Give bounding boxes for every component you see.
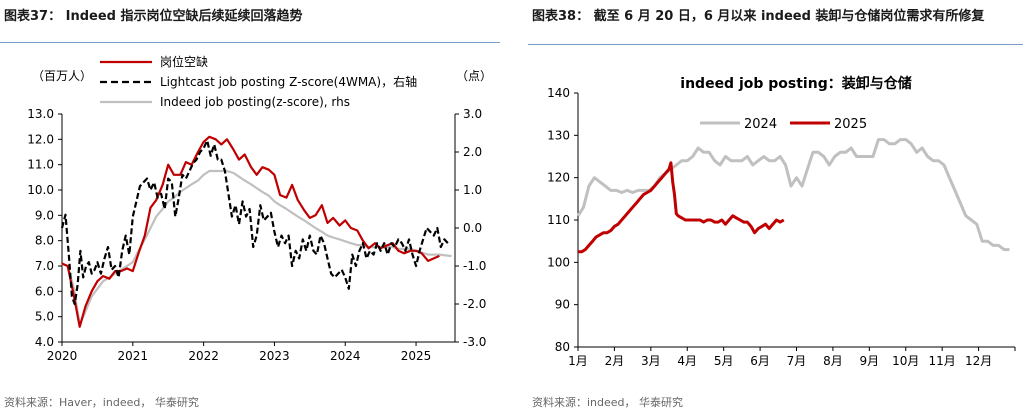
x-tick-label: 9月 — [860, 354, 880, 368]
x-tick-label: 2022 — [188, 349, 219, 363]
axes: 80 90 100 110 120 130 140 1月 2月 3月 4月 5月 6月 7月 8月 9月 10月… — [547, 86, 1016, 368]
figure-37-source: 资料来源：Haver，indeed， 华泰研究 — [4, 396, 199, 409]
x-tick-label: 5月 — [714, 354, 734, 368]
left-tick-label: 9.0 — [35, 208, 54, 222]
x-tick-label: 7月 — [787, 354, 807, 368]
y-tick-label: 110 — [547, 213, 570, 227]
y-tick-label: 100 — [547, 255, 570, 269]
left-tick-label: 8.0 — [35, 234, 54, 248]
x-tick-label: 8月 — [823, 354, 843, 368]
figure-37-title: 图表37： Indeed 指示岗位空缺后续延续回落趋势 — [4, 9, 303, 24]
y-tick-label: 120 — [547, 171, 570, 185]
left-tick-label: 11.0 — [27, 158, 54, 172]
x-tick-label: 2023 — [259, 349, 290, 363]
right-tick-label: 1.0 — [463, 183, 482, 197]
x-tick-label: 11月 — [929, 354, 956, 368]
chart-37: 岗位空缺 Lightcast job posting Z-score(4WMA)… — [27, 54, 492, 363]
legend-label-2024: 2024 — [744, 117, 777, 132]
figure-38-source: 资料来源：indeed， 华泰研究 — [532, 396, 684, 409]
left-axis-unit: （百万人） — [32, 69, 92, 83]
x-tick-label: 1月 — [568, 354, 588, 368]
left-tick-label: 13.0 — [27, 107, 54, 121]
series-group — [60, 135, 452, 328]
y-tick-label: 140 — [547, 86, 570, 100]
legend-label-indeed: Indeed job posting(z-score), rhs — [160, 95, 350, 109]
x-tick-label: 2021 — [118, 349, 149, 363]
x-tick-label: 2月 — [605, 354, 625, 368]
chart-38: indeed job posting：装卸与仓储 2024 2025 80 90 1… — [547, 75, 1016, 368]
left-tick-label: 12.0 — [27, 132, 54, 146]
left-tick-label: 10.0 — [27, 183, 54, 197]
x-tick-label: 3月 — [641, 354, 661, 368]
legend-label-job-openings: 岗位空缺 — [160, 54, 208, 69]
series-line-0 — [61, 135, 440, 328]
series-line-1 — [60, 139, 449, 306]
x-tick-label: 2020 — [47, 349, 78, 363]
title-rule — [0, 42, 500, 43]
y-tick-label: 90 — [555, 298, 570, 312]
chart-title: indeed job posting：装卸与仓储 — [680, 75, 911, 92]
right-tick-label: 3.0 — [463, 107, 482, 121]
right-tick-label: -3.0 — [463, 335, 486, 349]
x-tick-label: 10月 — [892, 354, 919, 368]
left-tick-label: 5.0 — [35, 310, 54, 324]
right-axis-unit: （点） — [456, 69, 492, 83]
x-tick-label: 2024 — [330, 349, 361, 363]
right-tick-label: 2.0 — [463, 145, 482, 159]
title-rule — [528, 44, 1023, 45]
legend: 2024 2025 — [700, 117, 867, 132]
y-tick-label: 80 — [555, 340, 570, 354]
x-tick-label: 12月 — [965, 354, 992, 368]
figure-38-title: 图表38： 截至 6 月 20 日，6 月以来 indeed 装卸与仓储岗位需求… — [532, 9, 985, 24]
legend-label-2025: 2025 — [834, 117, 867, 132]
legend: 岗位空缺 Lightcast job posting Z-score(4WMA)… — [100, 54, 417, 109]
axes: 4.0 5.0 6.0 7.0 8.0 9.0 10.0 11.0 12.0 13.0 -3.0 -2… — [27, 107, 486, 363]
right-tick-label: 0.0 — [463, 221, 482, 235]
series-group — [576, 138, 1010, 254]
x-tick-label: 6月 — [750, 354, 770, 368]
left-tick-label: 7.0 — [35, 259, 54, 273]
legend-label-lightcast: Lightcast job posting Z-score(4WMA)，右轴 — [160, 74, 417, 89]
left-tick-label: 4.0 — [35, 335, 54, 349]
right-tick-label: -2.0 — [463, 297, 486, 311]
series-line-2025 — [578, 161, 785, 254]
figure-38: 图表38： 截至 6 月 20 日，6 月以来 indeed 装卸与仓储岗位需求… — [528, 0, 1030, 416]
x-tick-label: 2025 — [401, 349, 432, 363]
left-tick-label: 6.0 — [35, 284, 54, 298]
series-line-2 — [61, 169, 452, 326]
y-tick-label: 130 — [547, 128, 570, 142]
right-tick-label: -1.0 — [463, 259, 486, 273]
figure-37: 图表37： Indeed 指示岗位空缺后续延续回落趋势 岗位空缺 Lightca… — [0, 0, 510, 416]
x-tick-label: 4月 — [677, 354, 697, 368]
